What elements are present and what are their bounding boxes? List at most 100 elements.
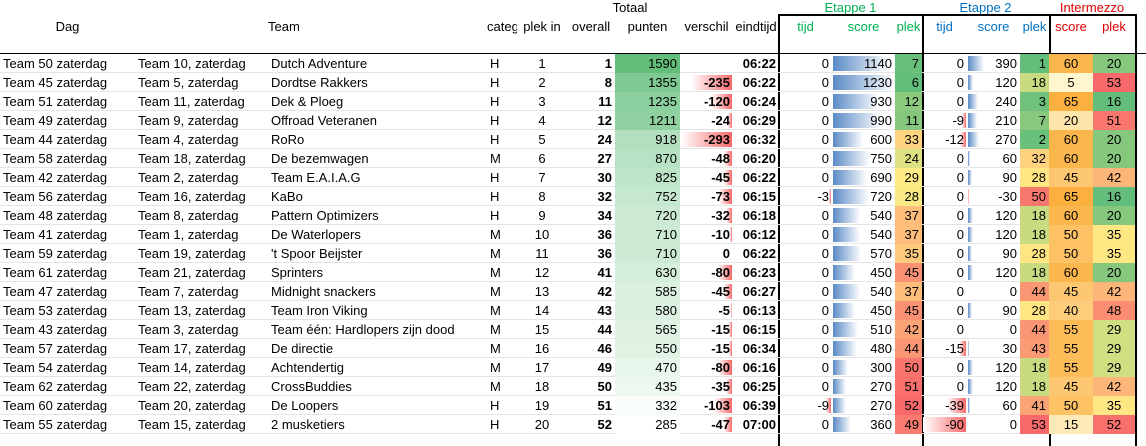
- cell: Dordtse Rakkers: [268, 73, 487, 92]
- cell: Pattern Optimizers: [268, 206, 487, 225]
- cell: -3: [779, 187, 832, 206]
- cell-text: 60: [1063, 208, 1079, 223]
- cell: Team E.A.I.A.G: [268, 168, 487, 187]
- cell: 06:24: [733, 92, 779, 111]
- cell: Team Iron Viking: [268, 301, 487, 320]
- cell: 0: [779, 301, 832, 320]
- cell-text: Team 45 zaterdag: [3, 75, 108, 90]
- cell: 450: [832, 263, 895, 282]
- cell-text: 46: [597, 341, 612, 356]
- cell-text: M: [490, 246, 501, 261]
- group-header: Intermezzo: [1059, 0, 1125, 15]
- cell-text: 16: [1106, 94, 1122, 109]
- cell: 18: [1020, 263, 1049, 282]
- cell-text: Team 15, zaterdag: [138, 417, 246, 432]
- cell-text: 1: [604, 56, 612, 71]
- cell: 90: [967, 244, 1020, 263]
- cell: 35: [1093, 396, 1135, 415]
- cell-text: Team 51 zaterdag: [3, 94, 108, 109]
- cell-text: H: [490, 94, 500, 109]
- cell-text: 42: [1106, 170, 1122, 185]
- cell: M: [487, 225, 517, 244]
- cell: 53: [1020, 415, 1049, 434]
- cell-text: Team 41 zaterdag: [3, 227, 108, 242]
- cell-text: 45: [1063, 379, 1079, 394]
- cell-text: 8: [604, 75, 612, 90]
- cell: 18: [1020, 225, 1049, 244]
- cell: Team 20, zaterdag: [135, 396, 268, 415]
- cell: 36: [567, 244, 615, 263]
- cell: Team 49 zaterdag: [0, 111, 135, 130]
- cell-text: Team 57 zaterdag: [3, 341, 108, 356]
- data-bar: [727, 113, 732, 128]
- cell: M: [487, 282, 517, 301]
- cell: 24: [567, 130, 615, 149]
- cell: -15: [680, 320, 733, 339]
- cell-text: 32: [1031, 151, 1046, 166]
- cell-text: 14: [534, 303, 550, 318]
- cell-text: 0: [821, 341, 829, 356]
- cell: 24: [895, 149, 922, 168]
- cell-text: -15: [711, 322, 730, 337]
- cell: De Waterlopers: [268, 225, 487, 244]
- cell-text: Team 62 zaterdag: [3, 379, 108, 394]
- cell: 0: [922, 377, 967, 396]
- cell: H: [487, 54, 517, 73]
- cell-text: 06:20: [742, 151, 776, 166]
- cell-text: 11: [905, 113, 920, 128]
- cell: Team 60 zaterdag: [0, 396, 135, 415]
- cell: 49: [567, 358, 615, 377]
- cell: H: [487, 396, 517, 415]
- cell: 06:15: [733, 187, 779, 206]
- cell: 55: [1049, 358, 1093, 377]
- cell: 42: [1093, 168, 1135, 187]
- cell: Team 5, zaterdag: [135, 73, 268, 92]
- column-header: plek: [1022, 19, 1047, 34]
- cell: -39: [922, 396, 967, 415]
- cell: 14: [517, 301, 567, 320]
- cell: H: [487, 92, 517, 111]
- data-bar: [960, 132, 966, 147]
- cell: Team 43 zaterdag: [0, 320, 135, 339]
- group-header: Etappe 1: [824, 0, 877, 15]
- cell-text: Offroad Veteranen: [271, 113, 378, 128]
- cell: 28: [1020, 301, 1049, 320]
- cell-text: 42: [1106, 379, 1122, 394]
- cell-text: 3: [1038, 94, 1046, 109]
- cell: -45: [680, 168, 733, 187]
- cell-text: 13: [534, 284, 550, 299]
- cell-text: 0: [821, 322, 829, 337]
- cell: 06:22: [733, 73, 779, 92]
- cell: 06:32: [733, 130, 779, 149]
- column-header: score: [847, 19, 880, 34]
- cell-text: De Waterlopers: [271, 227, 361, 242]
- cell: Team 53 zaterdag: [0, 301, 135, 320]
- cell-text: 0: [821, 265, 829, 280]
- data-bar: [833, 189, 869, 204]
- cell: De Loopers: [268, 396, 487, 415]
- cell-text: 870: [655, 151, 677, 166]
- cell-text: -10: [711, 227, 730, 242]
- cell-text: 4: [538, 113, 546, 128]
- cell: 540: [832, 225, 895, 244]
- data-bar: [968, 303, 972, 318]
- cell-text: H: [490, 189, 500, 204]
- cell: Team 56 zaterdag: [0, 187, 135, 206]
- row-line: [0, 262, 1135, 263]
- cell: 42: [567, 282, 615, 301]
- cell: 16: [1093, 92, 1135, 111]
- cell: 1: [517, 54, 567, 73]
- cell-text: 06:32: [742, 132, 776, 147]
- cell: Team 3, zaterdag: [135, 320, 268, 339]
- cell-text: -12: [945, 132, 964, 147]
- cell-text: 60: [1063, 132, 1079, 147]
- cell: 0: [779, 415, 832, 434]
- cell: 15: [1049, 415, 1093, 434]
- cell-text: 540: [870, 208, 892, 223]
- cell: 65: [1049, 92, 1093, 111]
- row-line: [0, 319, 1135, 320]
- cell-text: 5: [1067, 75, 1075, 90]
- cell: 06:15: [733, 320, 779, 339]
- cell: 46: [567, 339, 615, 358]
- cell-text: Team 47 zaterdag: [3, 284, 108, 299]
